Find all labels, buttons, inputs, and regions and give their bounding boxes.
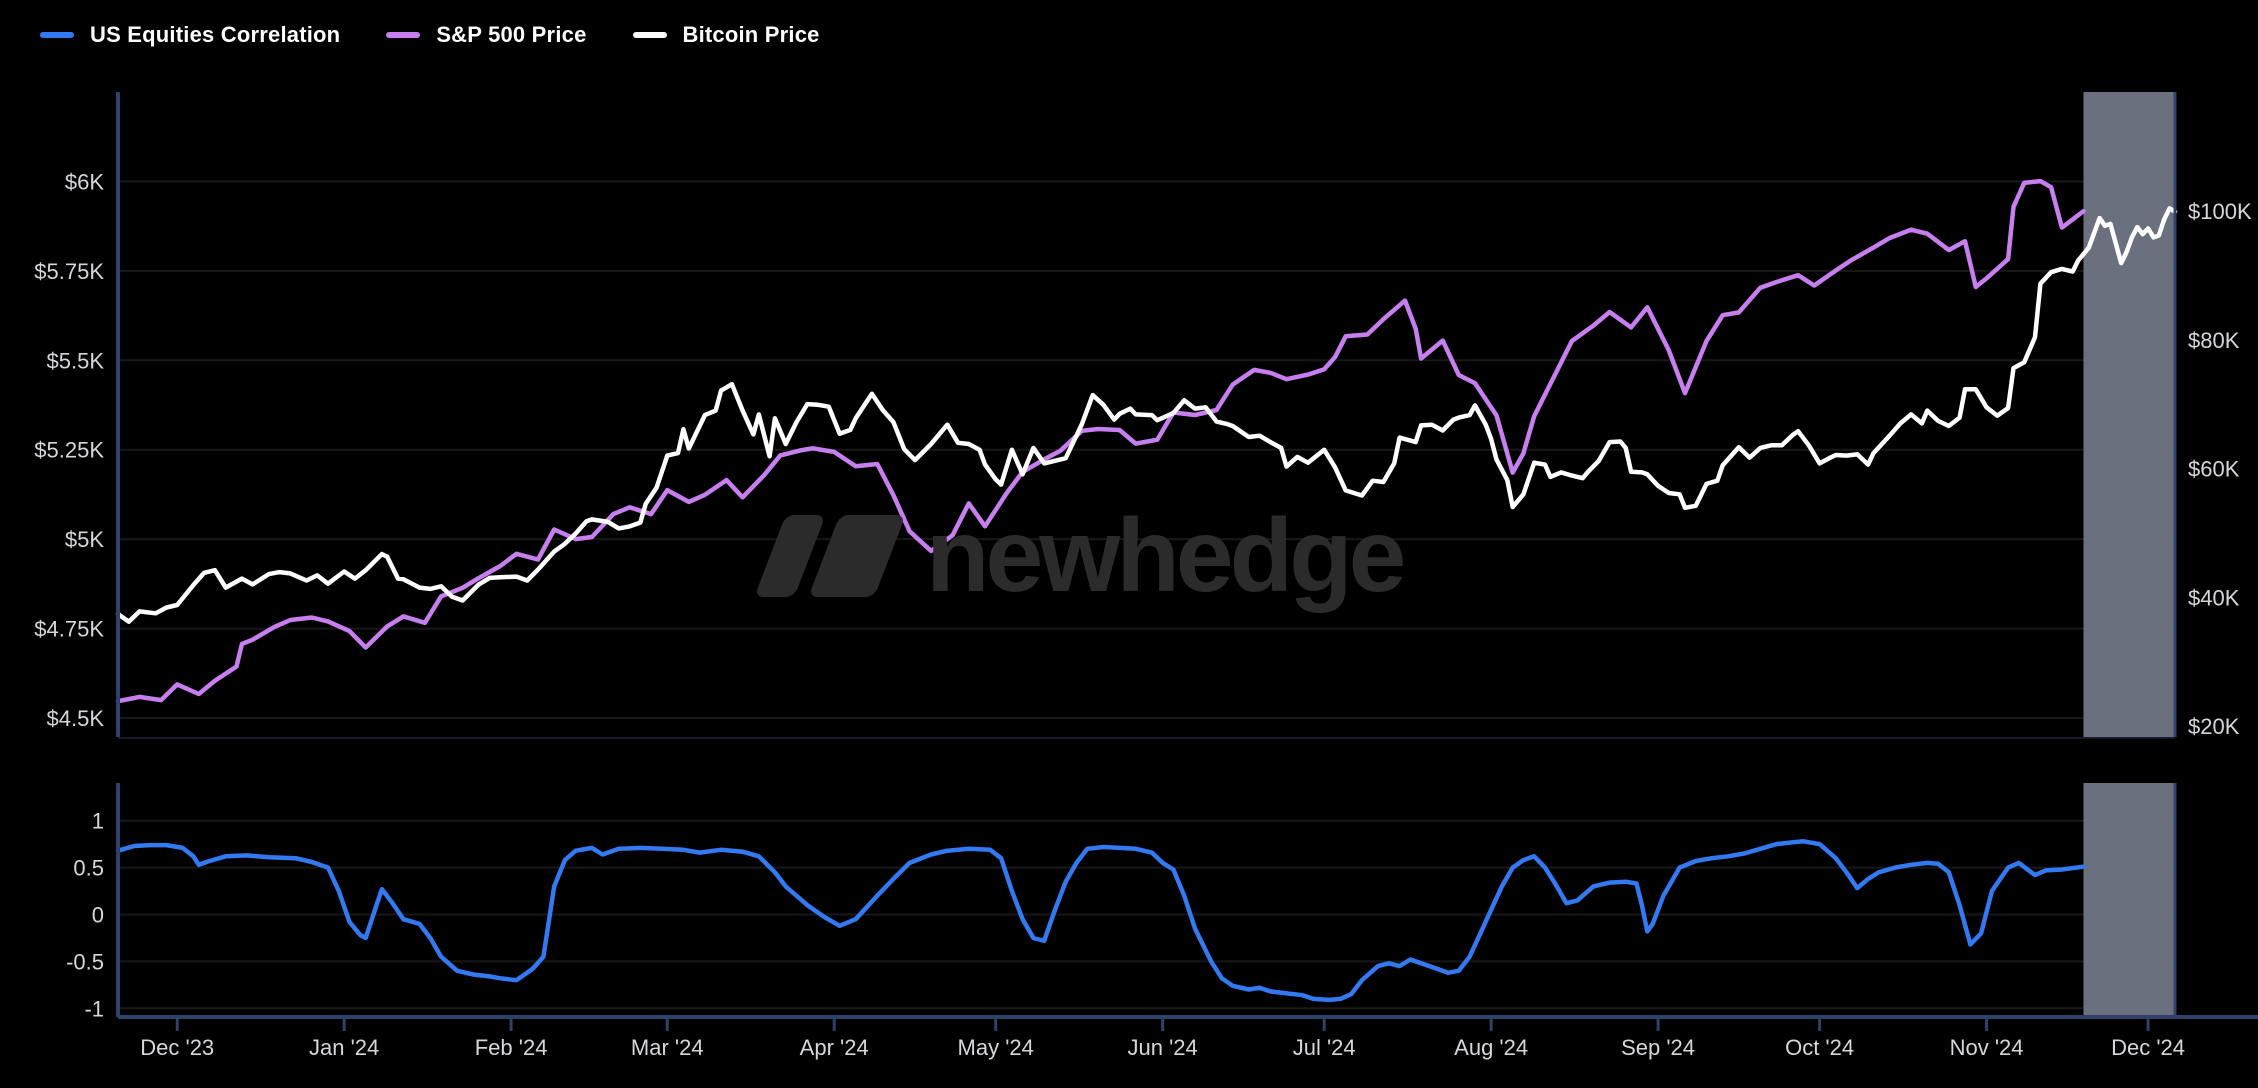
x-axis-label: Jan '24 [309,1035,379,1060]
x-axis-label: Jul '24 [1293,1035,1356,1060]
bitcoin-line [115,206,2178,624]
legend-label: S&P 500 Price [436,22,587,47]
correlation-line [115,839,2086,1003]
sp500-line-swatch-icon [386,32,421,38]
correlation-line-swatch-icon [40,32,74,38]
y-axis-label-bitcoin: $40K [2188,585,2240,610]
y-axis-label-correlation: 0.5 [73,856,104,881]
legend-item-us-equities-correlation[interactable]: US Equities Correlation [40,22,340,48]
y-axis-label-bitcoin: $60K [2188,457,2240,482]
x-axis-label: Mar '24 [631,1035,704,1060]
x-axis-label: Dec '24 [2111,1035,2185,1060]
x-axis-label: Oct '24 [1785,1035,1854,1060]
price-panel-gridlines [118,180,2175,719]
x-axis-label: Apr '24 [800,1035,869,1060]
sp500-axis-labels: $6K $5.75K $5.5K $5.25K $5K $4.75K $4.5K [34,169,104,731]
bitcoin-axis-labels: $100K $80K $60K $40K $20K [2188,199,2252,739]
sp500-line [115,178,2086,704]
y-axis-label-sp500: $6K [65,169,104,194]
x-axis-label: Aug '24 [1454,1035,1528,1060]
legend-item-sp500-price[interactable]: S&P 500 Price [386,22,586,48]
y-axis-label-bitcoin: $20K [2188,714,2240,739]
highlight-band-correlation-panel [2083,783,2175,1017]
y-axis-label-correlation: -1 [84,996,104,1021]
y-axis-label-sp500: $5K [65,527,104,552]
x-axis-label: Jun '24 [1128,1035,1198,1060]
y-axis-label-sp500: $4.5K [47,706,105,731]
y-axis-label-correlation: 0 [92,903,104,928]
x-axis-label: May '24 [958,1035,1034,1060]
y-axis-label-sp500: $5.75K [34,259,104,284]
legend-label: US Equities Correlation [90,22,341,47]
chart-legend: US Equities Correlation S&P 500 Price Bi… [40,22,820,48]
y-axis-label-sp500: $5.5K [47,348,105,373]
y-axis-label-sp500: $5.25K [34,438,104,463]
legend-label: Bitcoin Price [682,22,820,47]
legend-item-bitcoin-price[interactable]: Bitcoin Price [632,22,820,48]
y-axis-label-correlation: -0.5 [66,949,104,974]
y-axis-label-sp500: $4.75K [34,617,104,642]
x-axis-ticks [175,1017,2150,1031]
y-axis-label-correlation: 1 [92,809,104,834]
x-axis-label: Nov '24 [1950,1035,2024,1060]
correlation-panel-gridlines [118,819,2175,1010]
y-axis-label-bitcoin: $100K [2188,199,2252,224]
x-axis-label: Feb '24 [475,1035,548,1060]
x-axis-labels: Dec '23 Jan '24 Feb '24 Mar '24 Apr '24 May '… [140,1035,2185,1060]
correlation-axis-labels: 1 0.5 0 -0.5 -1 [66,809,104,1022]
x-axis-label: Dec '23 [140,1035,214,1060]
highlight-band-price-panel [2083,92,2175,737]
y-axis-label-bitcoin: $80K [2188,328,2240,353]
x-axis-label: Sep '24 [1621,1035,1695,1060]
bitcoin-line-swatch-icon [632,32,667,38]
